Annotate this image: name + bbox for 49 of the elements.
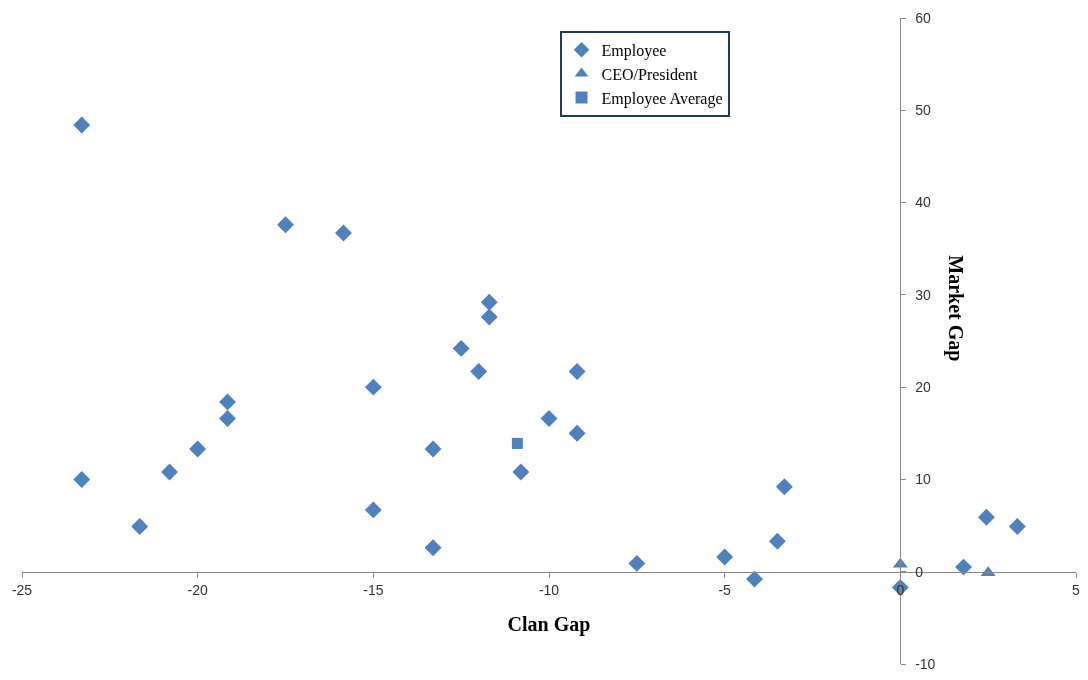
y-tick-label: 10: [915, 471, 931, 488]
point: [364, 378, 382, 396]
point: [540, 410, 558, 427]
point: [424, 440, 442, 458]
x-tick-label: -25: [11, 581, 33, 598]
x-tick-label: -15: [363, 581, 384, 598]
point: [277, 216, 294, 234]
point: [424, 539, 442, 557]
point: [73, 116, 91, 134]
point: [568, 363, 586, 380]
point: [628, 554, 646, 572]
point: [716, 548, 734, 566]
x-tick-label: 5: [1072, 581, 1081, 598]
point: [512, 463, 530, 481]
x-tick-label: -20: [187, 581, 208, 598]
point: [955, 558, 973, 576]
point: [131, 518, 149, 535]
legend-label: CEO/President: [601, 65, 699, 83]
y-tick-label: 30: [915, 286, 931, 303]
y-tick-label: -10: [915, 655, 936, 672]
point: [480, 308, 498, 326]
y-axis-title: Market Gap: [944, 255, 968, 362]
x-tick-label: -5: [718, 581, 732, 598]
y-tick-label: 50: [915, 102, 931, 119]
y-tick-label: 60: [915, 9, 931, 26]
x-axis-title: Clan Gap: [507, 613, 591, 637]
point: [161, 463, 179, 481]
point: [364, 501, 382, 519]
point: [452, 339, 470, 357]
legend-label: Employee Average: [601, 89, 723, 108]
point: [73, 470, 91, 488]
legend-label: Employee: [601, 42, 667, 61]
point: [335, 224, 352, 242]
point: [480, 293, 498, 311]
point: [189, 440, 207, 458]
point: [470, 363, 488, 380]
y-tick-label: 20: [915, 379, 931, 396]
point: [977, 508, 995, 526]
point: [511, 437, 523, 449]
point: [219, 393, 236, 411]
point: [219, 410, 236, 427]
x-tick-label: -10: [538, 581, 560, 598]
x-tick-label: 0: [896, 581, 905, 598]
point: [775, 478, 793, 496]
point: [746, 570, 763, 588]
point: [768, 532, 786, 550]
point: [568, 424, 586, 442]
y-tick-label: 40: [915, 194, 931, 211]
point: [1008, 518, 1026, 535]
